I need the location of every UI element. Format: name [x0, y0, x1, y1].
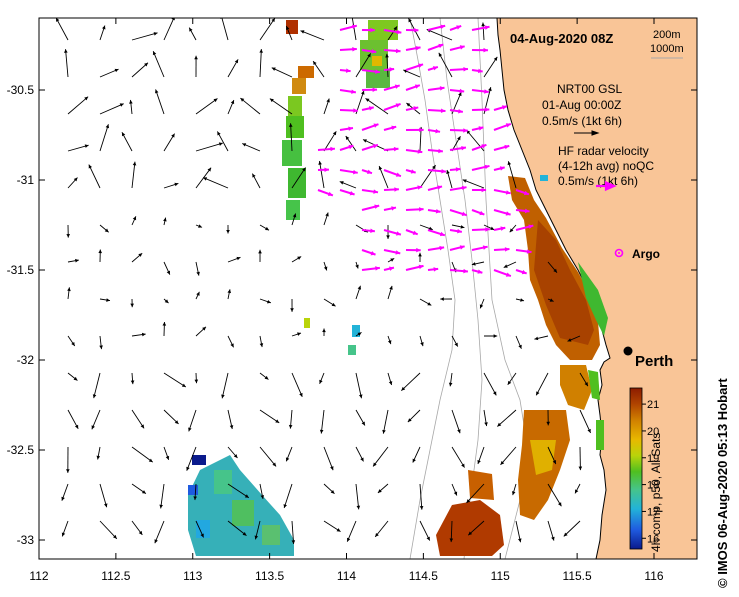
- perth-marker: [624, 347, 633, 356]
- lat-tick-label-4: -32.5: [7, 443, 35, 457]
- colorbar-tick-label-2: 19: [647, 453, 659, 465]
- lon-tick-label-3: 113.5: [255, 569, 284, 583]
- model-legend-scale: 0.5m/s (1kt 6h): [542, 114, 622, 128]
- radar-legend-sub: (4-12h avg) noQC: [558, 159, 654, 173]
- lat-tick-label-1: -31: [17, 173, 35, 187]
- model-legend-title: NRT00 GSL: [557, 82, 622, 96]
- map-title: 04-Aug-2020 08Z: [510, 31, 613, 46]
- lat-tick-label-3: -32: [17, 353, 35, 367]
- model-arrow-9-head: [350, 13, 354, 17]
- lon-tick-label-0: 112: [29, 569, 48, 583]
- lat-tick-label-2: -31.5: [7, 263, 35, 277]
- perth-label: Perth: [635, 353, 673, 370]
- colorbar-tick-label-4: 17: [647, 506, 659, 518]
- colorbar-ramp: [630, 388, 642, 549]
- argo-label: Argo: [632, 247, 660, 261]
- lat-tick-label-0: -30.5: [7, 83, 35, 97]
- colorbar-tick-label-0: 21: [647, 399, 659, 411]
- lon-tick-label-4: 114: [337, 569, 356, 583]
- lon-tick-label-6: 115: [491, 569, 510, 583]
- depth-legend-1000m: 1000m: [650, 43, 684, 55]
- lon-tick-label-7: 115.5: [563, 569, 592, 583]
- lon-tick-label-8: 116: [644, 569, 663, 583]
- lon-tick-label-5: 114.5: [409, 569, 438, 583]
- depth-legend-200m: 200m: [653, 29, 681, 41]
- lat-tick-label-5: -33: [17, 533, 35, 547]
- lon-tick-label-2: 113: [183, 569, 202, 583]
- model-legend-time: 01-Aug 00:00Z: [542, 98, 621, 112]
- colorbar-tick-label-3: 18: [647, 480, 659, 492]
- colorbar-tick-label-5: 16: [647, 533, 659, 545]
- radar-legend-title: HF radar velocity: [558, 144, 649, 158]
- credit-text: © IMOS 06-Aug-2020 05:13 Hobart: [715, 378, 730, 588]
- colorbar-tick-label-1: 20: [647, 426, 659, 438]
- lon-tick-label-1: 112.5: [101, 569, 130, 583]
